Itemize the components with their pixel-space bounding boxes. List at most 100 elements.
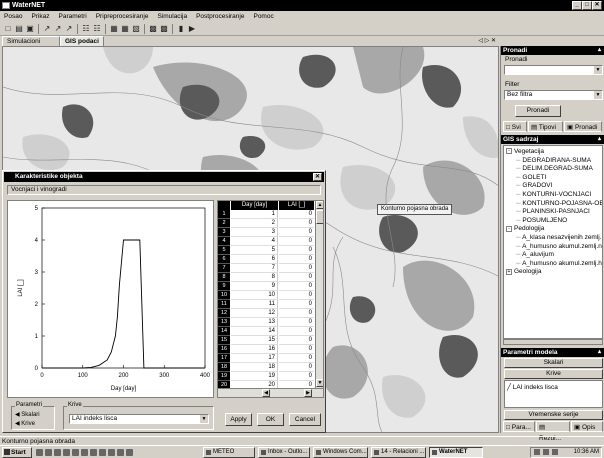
chevron-down-icon[interactable]: ▼ xyxy=(200,415,208,423)
collapse-icon[interactable]: - xyxy=(506,148,512,155)
ok-button[interactable]: OK xyxy=(257,413,284,426)
pronadi-input[interactable]: ▼ xyxy=(504,65,603,75)
tree-group[interactable]: + Geologija xyxy=(506,268,542,276)
tray-security-icon[interactable] xyxy=(552,449,558,455)
tab-pronadi[interactable]: ▣ Pronadi xyxy=(564,121,602,132)
cell-day[interactable]: 8 xyxy=(231,273,278,282)
quicklaunch-settings-icon[interactable] xyxy=(117,449,124,456)
cell-day[interactable]: 13 xyxy=(231,318,278,327)
krive-option[interactable]: ◀ Krive xyxy=(15,421,35,427)
scroll-up-icon[interactable]: ▲ xyxy=(316,201,323,209)
dialog-close-icon[interactable]: ✕ xyxy=(313,173,322,181)
cell-lai[interactable]: 0 xyxy=(279,372,314,381)
tree-item[interactable]: ─ DELIM.DEGRAD-SUMA xyxy=(516,165,593,173)
tree-item[interactable]: ─ POSUMLJENO xyxy=(516,216,568,224)
run-icon[interactable]: ▶ xyxy=(188,24,196,33)
cell-day[interactable]: 1 xyxy=(231,210,278,219)
tree-group[interactable]: - Pedologija xyxy=(506,225,544,233)
cell-lai[interactable]: 0 xyxy=(279,228,314,237)
expand-icon[interactable]: + xyxy=(506,268,512,275)
close-button[interactable]: ✕ xyxy=(592,1,602,10)
task-inbox-outlook[interactable]: Inbox - Outlo... xyxy=(258,447,310,458)
task-relacioni[interactable]: 14 - Relacioni ... xyxy=(371,447,426,458)
tree-group[interactable]: - Vegetacija xyxy=(506,148,544,156)
cell-lai[interactable]: 0 xyxy=(279,336,314,345)
cell-lai[interactable]: 0 xyxy=(279,345,314,354)
tree-item[interactable]: ─ PLANINSKI-PASNJACI xyxy=(516,208,590,216)
cell-lai[interactable]: 0 xyxy=(279,210,314,219)
cell-lai[interactable]: 0 xyxy=(279,354,314,363)
cell-day[interactable]: 17 xyxy=(231,354,278,363)
cell-day[interactable]: 2 xyxy=(231,219,278,228)
scroll-thumb[interactable] xyxy=(316,210,323,224)
cell-day[interactable]: 15 xyxy=(231,336,278,345)
tab-simulacioni-model[interactable]: Simulacioni model xyxy=(2,36,60,55)
node-icon[interactable]: ↗ xyxy=(65,24,73,33)
tab-nav-controls[interactable]: ◁ ▷ ✕ xyxy=(478,38,496,44)
cell-lai[interactable]: 0 xyxy=(279,237,314,246)
cell-lai[interactable]: 0 xyxy=(279,327,314,336)
scroll-down-icon[interactable]: ▼ xyxy=(316,379,323,387)
cell-lai[interactable]: 0 xyxy=(279,300,314,309)
menu-prikaz[interactable]: Prikaz xyxy=(31,13,50,20)
table-hscrollbar[interactable]: ◀ ▶ xyxy=(218,388,323,397)
filter-select[interactable]: Bez filtra ▼ xyxy=(504,90,603,100)
chevron-down-icon[interactable]: ▼ xyxy=(594,66,602,74)
quicklaunch-app-icon[interactable] xyxy=(108,449,115,456)
skalari-option[interactable]: ◀ Skalari xyxy=(15,412,40,418)
table-row[interactable]: 16 16 0 xyxy=(218,345,315,354)
cell-day[interactable]: 10 xyxy=(231,291,278,300)
menu-simulacija[interactable]: Simulacija xyxy=(157,13,188,20)
tab-gis-podaci[interactable]: GIS podaci xyxy=(60,36,104,46)
link-icon[interactable]: ☷ xyxy=(82,24,90,33)
table-row[interactable]: 15 15 0 xyxy=(218,336,315,345)
tab-parametri[interactable]: □ Para... xyxy=(503,421,535,432)
tree-item[interactable]: ─ A_humusno akumul.zemlj.humu xyxy=(516,259,602,267)
tree-item[interactable]: ─ GOLETI xyxy=(516,173,547,181)
open-folder-icon[interactable]: ▤ xyxy=(15,24,23,33)
table-row[interactable]: 18 18 0 xyxy=(218,363,315,372)
tab-tipovi[interactable]: ▤ Tipovi xyxy=(528,121,563,132)
quicklaunch-word-icon[interactable] xyxy=(72,449,79,456)
chevron-down-icon[interactable]: ▼ xyxy=(594,91,602,99)
params-skalari-tab[interactable]: Skalari xyxy=(504,358,603,368)
cell-day[interactable]: 14 xyxy=(231,327,278,336)
quicklaunch-ie-icon[interactable] xyxy=(36,449,43,456)
pronadi-button[interactable]: Pronadi xyxy=(515,105,561,117)
cell-day[interactable]: 19 xyxy=(231,372,278,381)
table-row[interactable]: 10 10 0 xyxy=(218,291,315,300)
scroll-left-icon[interactable]: ◀ xyxy=(262,389,270,397)
tree-scrollbar[interactable] xyxy=(503,339,603,345)
tab-rezultati[interactable]: ▤ Rezul... xyxy=(536,421,570,442)
menu-posao[interactable]: Posao xyxy=(4,13,23,20)
quicklaunch-search-icon[interactable] xyxy=(99,449,106,456)
task-waternet[interactable]: WaterNET xyxy=(429,447,483,458)
tree-item[interactable]: ─ GRADOVI xyxy=(516,182,553,190)
cell-day[interactable]: 3 xyxy=(231,228,278,237)
arrow-icon[interactable]: ↗ xyxy=(54,24,62,33)
table-row[interactable]: 11 11 0 xyxy=(218,300,315,309)
cell-lai[interactable]: 0 xyxy=(279,282,314,291)
quicklaunch-calc-icon[interactable] xyxy=(90,449,97,456)
tree-item[interactable]: ─ KONTURNI-VOCNJACI xyxy=(516,191,592,198)
tree-item[interactable]: ─ A_aluvijum xyxy=(516,251,554,259)
pin-icon[interactable]: ▴ xyxy=(597,47,601,53)
table-row[interactable]: 13 13 0 xyxy=(218,318,315,327)
maximize-button[interactable]: □ xyxy=(582,1,592,10)
cancel-button[interactable]: Cancel xyxy=(289,413,321,426)
quicklaunch-outlook-icon[interactable] xyxy=(45,449,52,456)
new-file-icon[interactable]: □ xyxy=(5,24,11,33)
table-row[interactable]: 17 17 0 xyxy=(218,354,315,363)
menu-preprocesiranje[interactable]: Pripreprocesiranje xyxy=(95,13,149,20)
cell-day[interactable]: 6 xyxy=(231,255,278,264)
menu-postprocesiranje[interactable]: Postprocesiranje xyxy=(196,13,245,20)
quicklaunch-explorer-icon[interactable] xyxy=(63,449,70,456)
cell-day[interactable]: 12 xyxy=(231,309,278,318)
